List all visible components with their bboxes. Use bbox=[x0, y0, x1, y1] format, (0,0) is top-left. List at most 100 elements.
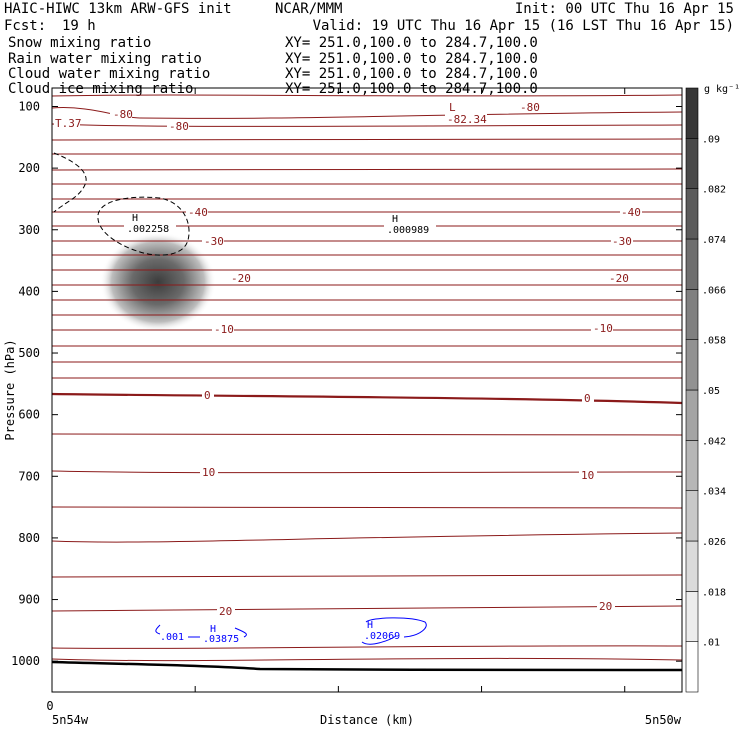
colorbar-swatch bbox=[685, 138, 699, 189]
isotherm-line bbox=[51, 645, 683, 649]
isotherm-line bbox=[51, 94, 683, 97]
org-label: NCAR/MMM bbox=[275, 1, 342, 17]
field-legend: Snow mixing ratio XY= 251.0,100.0 to 284… bbox=[8, 35, 538, 97]
y-tick-label: 1000 bbox=[11, 654, 40, 668]
isotherm-lines bbox=[51, 94, 683, 662]
isotherm-line bbox=[51, 240, 683, 242]
isotherm-line bbox=[51, 506, 683, 509]
cloud-water-contours bbox=[155, 617, 427, 645]
isotherm-line bbox=[51, 329, 683, 331]
colorbar-swatch bbox=[685, 641, 699, 693]
colorbar-swatch bbox=[685, 440, 699, 491]
cloud-water-contour bbox=[365, 617, 427, 638]
y-tick-label: 300 bbox=[18, 223, 40, 237]
isotherm-label: 10 bbox=[202, 466, 215, 479]
temp-min-marker: L bbox=[449, 101, 456, 114]
cloud-water-max-marker: H bbox=[367, 620, 373, 631]
y-tick-label: 700 bbox=[18, 469, 40, 483]
y-tick-label: 400 bbox=[18, 284, 40, 298]
colorbar-label: .074 bbox=[702, 235, 726, 246]
colorbar-swatch bbox=[685, 188, 699, 240]
y-tick-label: 900 bbox=[18, 593, 40, 607]
x-endpoint-right: 5n50w bbox=[645, 713, 682, 727]
valid-time: Valid: 19 UTC Thu 16 Apr 15 (16 LST Thu … bbox=[313, 18, 734, 34]
cloud-water-label: .02069 bbox=[364, 631, 400, 642]
colorbar-swatch bbox=[685, 540, 699, 592]
isotherm-line bbox=[51, 138, 683, 141]
isotherm-label: 20 bbox=[599, 600, 612, 613]
isotherm-label: -30 bbox=[204, 235, 224, 248]
isotherm-line bbox=[51, 470, 683, 474]
colorbar-unit: g kg⁻¹ bbox=[704, 84, 740, 95]
colorbar-swatch bbox=[685, 339, 699, 391]
colorbar-swatch bbox=[685, 238, 699, 290]
colorbar-swatch bbox=[685, 389, 699, 441]
field-xy-cloud-water: XY= 251.0,100.0 to 284.7,100.0 bbox=[285, 66, 538, 82]
snow-max-value: .002258 bbox=[127, 224, 169, 235]
isotherm-label: -80 bbox=[113, 108, 133, 121]
isotherm-line bbox=[51, 183, 683, 185]
snow-max-value: .000989 bbox=[387, 225, 429, 236]
cloud-water-max-marker: H bbox=[210, 624, 216, 635]
y-tick-label: 200 bbox=[18, 161, 40, 175]
isotherm-zero-line bbox=[51, 392, 683, 405]
cloud-water-contour bbox=[234, 627, 247, 638]
colorbar-label: .026 bbox=[702, 537, 726, 548]
temp-extreme-value: T.37 bbox=[55, 117, 82, 130]
isotherm-label: -40 bbox=[621, 206, 641, 219]
field-xy-cloud-ice: XY= 251.0,100.0 to 284.7,100.0 bbox=[285, 81, 538, 97]
isotherm-line bbox=[51, 314, 683, 316]
isotherm-line bbox=[51, 254, 683, 256]
temp-min-value: -82.34 bbox=[447, 113, 487, 126]
isotherm-line bbox=[51, 168, 683, 171]
isotherm-line bbox=[51, 657, 683, 662]
fcst-label: Fcst: bbox=[4, 18, 46, 34]
field-xy-rain: XY= 251.0,100.0 to 284.7,100.0 bbox=[285, 51, 538, 67]
colorbar: .01 .018 .026 .034 .042 .05 .058 .066 .074 .082 .0… bbox=[685, 87, 726, 693]
isotherm-label: -30 bbox=[612, 235, 632, 248]
model-title: HAIC-HIWC 13km ARW-GFS init bbox=[4, 1, 232, 17]
isotherm-label: -80 bbox=[169, 120, 189, 133]
isotherm-line bbox=[51, 377, 683, 379]
field-name-cloud-water: Cloud water mixing ratio bbox=[8, 66, 210, 82]
isotherm-label: 0 bbox=[584, 392, 591, 405]
field-name-cloud-ice: Cloud ice mixing ratio bbox=[8, 81, 193, 97]
colorbar-label: .034 bbox=[702, 487, 726, 498]
field-name-snow: Snow mixing ratio bbox=[8, 35, 151, 51]
isotherm-line bbox=[51, 269, 683, 271]
isotherm-line bbox=[51, 532, 683, 543]
isotherm-line bbox=[51, 433, 683, 436]
isotherm-label: -10 bbox=[593, 322, 613, 335]
x-axis bbox=[51, 88, 626, 692]
colorbar-label: .082 bbox=[702, 185, 726, 196]
isotherm-line bbox=[51, 574, 683, 578]
isotherm-line bbox=[51, 198, 683, 200]
colorbar-label: .09 bbox=[702, 134, 720, 145]
terrain-line bbox=[51, 660, 683, 672]
isotherm-line bbox=[51, 299, 683, 301]
colorbar-swatch bbox=[685, 490, 699, 542]
isotherm-label: -20 bbox=[609, 272, 629, 285]
snow-max-marker: H bbox=[132, 213, 138, 224]
isotherm-label: 0 bbox=[204, 389, 211, 402]
field-name-rain: Rain water mixing ratio bbox=[8, 51, 202, 67]
y-axis-label: Pressure (hPa) bbox=[3, 339, 17, 440]
cloud-ice-contour bbox=[97, 196, 190, 256]
isotherm-line bbox=[51, 123, 683, 127]
cloud-water-contour bbox=[155, 624, 161, 635]
snow-shading-blob bbox=[100, 232, 216, 332]
isotherm-line bbox=[51, 605, 683, 612]
cloud-water-contour bbox=[361, 635, 397, 645]
colorbar-swatch bbox=[685, 289, 699, 340]
cloud-water-label: .001 bbox=[160, 632, 184, 643]
y-tick-label: 500 bbox=[18, 346, 40, 360]
colorbar-label: .042 bbox=[702, 436, 726, 447]
plot-area: -80 -80 -80 -40 -40 -30 -30 -20 -20 -10 … bbox=[51, 87, 683, 693]
isotherm-label: -20 bbox=[231, 272, 251, 285]
colorbar-label: .05 bbox=[702, 386, 720, 397]
x-axis-label: Distance (km) bbox=[320, 713, 414, 727]
init-time: Init: 00 UTC Thu 16 Apr 15 bbox=[515, 1, 734, 17]
colorbar-swatch bbox=[685, 591, 699, 642]
